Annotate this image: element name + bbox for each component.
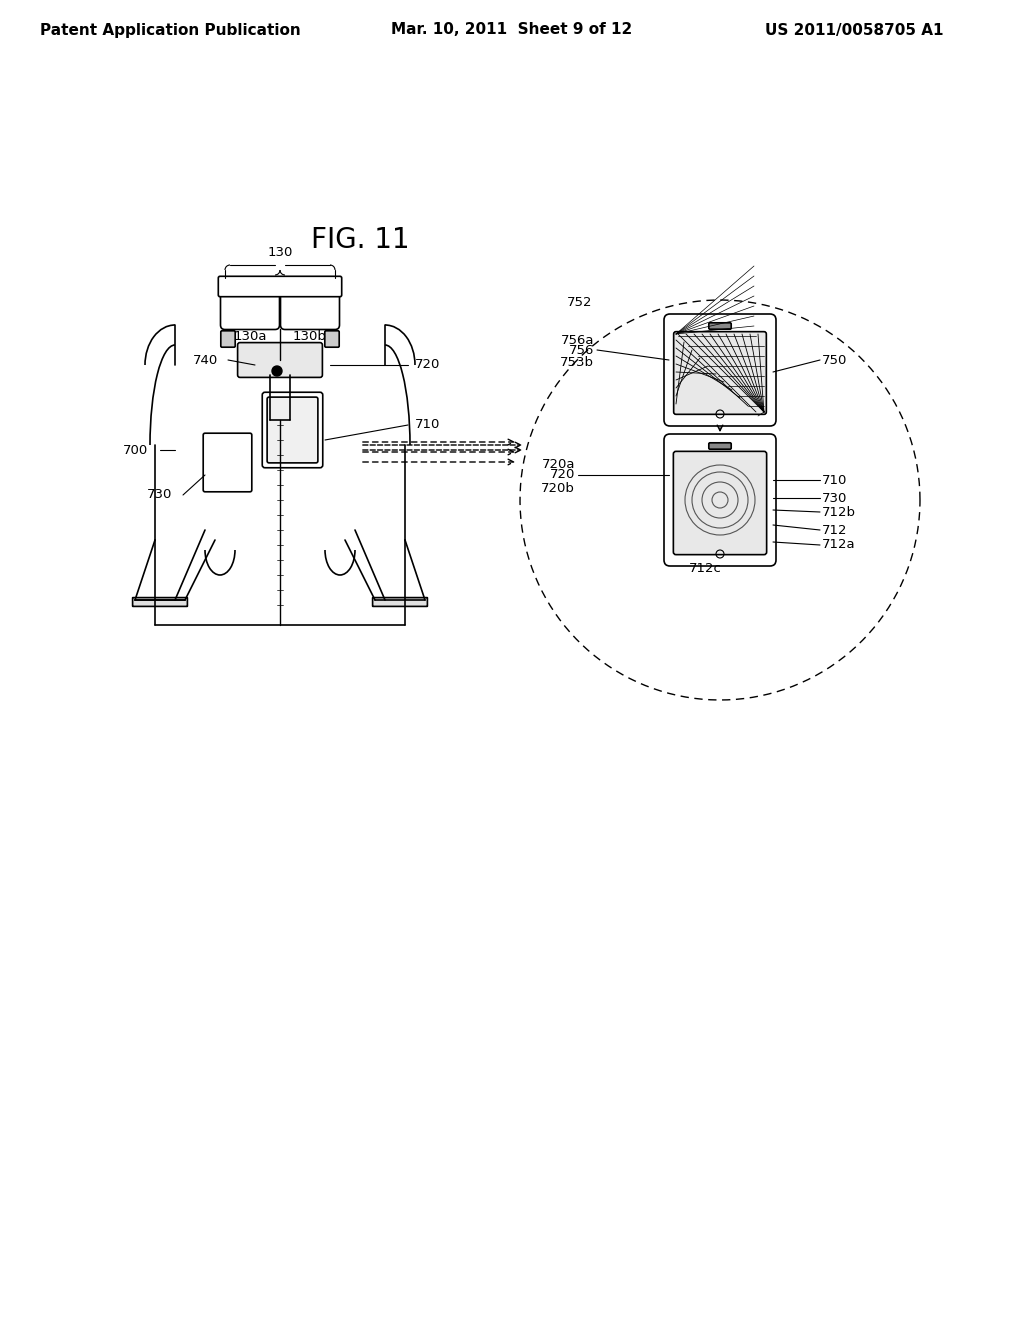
FancyBboxPatch shape (221, 331, 236, 347)
Text: 753b: 753b (560, 355, 594, 368)
FancyBboxPatch shape (262, 392, 323, 467)
FancyBboxPatch shape (709, 442, 731, 449)
FancyBboxPatch shape (132, 598, 187, 606)
FancyBboxPatch shape (325, 331, 339, 347)
Text: 720: 720 (415, 359, 440, 371)
Text: 740: 740 (193, 354, 218, 367)
Text: 712c: 712c (688, 561, 722, 574)
FancyBboxPatch shape (238, 343, 323, 378)
Text: 720a: 720a (542, 458, 575, 471)
FancyBboxPatch shape (709, 323, 731, 329)
FancyBboxPatch shape (664, 434, 776, 566)
Text: US 2011/0058705 A1: US 2011/0058705 A1 (765, 22, 943, 37)
Text: 712b: 712b (822, 506, 856, 519)
FancyBboxPatch shape (267, 397, 317, 463)
Text: 750: 750 (822, 354, 848, 367)
Text: 720: 720 (550, 469, 575, 482)
FancyBboxPatch shape (373, 598, 427, 606)
FancyBboxPatch shape (220, 290, 280, 330)
Text: 700: 700 (123, 444, 148, 457)
FancyBboxPatch shape (664, 314, 776, 426)
Text: 752: 752 (567, 296, 593, 309)
Circle shape (272, 366, 282, 376)
Text: 756a: 756a (560, 334, 594, 346)
Text: 130b: 130b (293, 330, 327, 343)
Text: 730: 730 (822, 491, 848, 504)
Text: 710: 710 (822, 474, 848, 487)
Text: FIG. 11: FIG. 11 (310, 226, 410, 253)
Text: 710: 710 (415, 418, 440, 432)
Text: 720b: 720b (541, 482, 575, 495)
Text: 712: 712 (822, 524, 848, 536)
Text: 130: 130 (267, 247, 293, 260)
Text: 730: 730 (146, 488, 172, 502)
FancyBboxPatch shape (674, 451, 767, 554)
FancyBboxPatch shape (203, 433, 252, 492)
Text: 756: 756 (568, 343, 594, 356)
FancyBboxPatch shape (674, 331, 766, 414)
Text: Patent Application Publication: Patent Application Publication (40, 22, 300, 37)
Text: 130a: 130a (233, 330, 266, 343)
FancyBboxPatch shape (281, 290, 340, 330)
Text: Mar. 10, 2011  Sheet 9 of 12: Mar. 10, 2011 Sheet 9 of 12 (391, 22, 633, 37)
Text: 712a: 712a (822, 539, 856, 552)
FancyBboxPatch shape (218, 276, 342, 297)
